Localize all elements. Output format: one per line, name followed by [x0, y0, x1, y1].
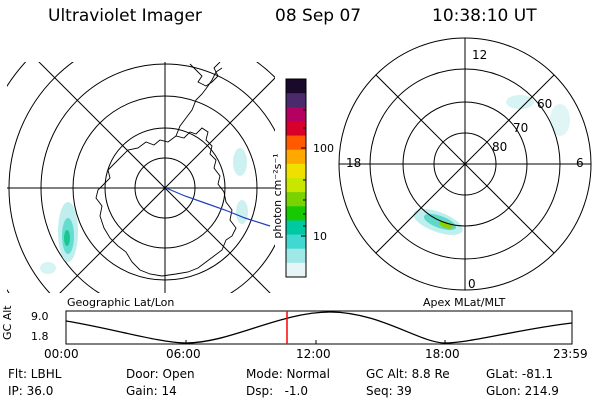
colorbar-segment [286, 220, 306, 236]
peninsula-coast [175, 67, 223, 137]
mlt-label-6: 6 [576, 156, 584, 170]
status-mode: Mode: Normal [246, 367, 330, 381]
timeline-xtick-0000: 00:00 [44, 347, 79, 361]
timeline-ytick-1-8: 1.8 [31, 330, 49, 343]
colorbar-segment [286, 262, 306, 278]
aurora-left [40, 148, 248, 274]
mlt-label-12: 12 [472, 48, 488, 62]
timeline-xtick-1200: 12:00 [296, 347, 331, 361]
colorbar-tick-100: 100 [313, 142, 334, 155]
colorbar-tick-10: 10 [313, 230, 327, 243]
date-label: 08 Sep 07 [275, 6, 362, 26]
status-ip: IP: 36.0 [8, 384, 54, 398]
apex-polar-plot [338, 37, 592, 291]
timeline-xtick-0600: 06:00 [166, 347, 201, 361]
colorbar-segment [286, 234, 306, 250]
meridian-lines [7, 62, 275, 293]
status-filter: Flt: LBHL [8, 367, 62, 381]
coastline [95, 127, 237, 277]
timeline-axis-label: GC Alt [1, 305, 14, 340]
mlat-label-60: 60 [537, 97, 553, 111]
status-seq: Seq: 39 [366, 384, 412, 398]
mlat-label-80: 80 [492, 140, 508, 154]
colorbar-segment [286, 121, 306, 137]
left-panel-caption: Geographic Lat/Lon [67, 296, 175, 309]
colorbar-segment [286, 206, 306, 222]
right-panel-caption: Apex MLat/MLT [423, 296, 506, 309]
status-dsp: Dsp: -1.0 [246, 384, 309, 398]
status-glon: GLon: 214.9 [486, 384, 559, 398]
colorbar-unit-label: photon cm⁻²s⁻¹ [271, 153, 284, 239]
terminator-line [165, 187, 271, 227]
colorbar-segment [286, 248, 306, 264]
mlat-label-70: 70 [513, 121, 529, 135]
mlt-label-18: 18 [346, 156, 362, 170]
colorbar-segment [286, 192, 306, 207]
timeline-xtick-2359: 23:59 [553, 347, 588, 361]
colorbar-segment [286, 135, 306, 151]
time-label: 10:38:10 UT [432, 6, 537, 26]
mlt-label-0: 0 [468, 277, 476, 291]
south-america-coast [189, 62, 221, 87]
colorbar-segment [286, 107, 306, 123]
instrument-title: Ultraviolet Imager [48, 6, 202, 26]
colorbar [285, 78, 307, 278]
colorbar-segment [286, 79, 306, 94]
altitude-curve [65, 311, 573, 344]
geographic-map [7, 62, 275, 293]
colorbar-segment [286, 163, 306, 179]
status-gc-alt: GC Alt: 8.8 Re [366, 367, 450, 381]
status-glat: GLat: -81.1 [486, 367, 553, 381]
status-door: Door: Open [126, 367, 195, 381]
colorbar-segment [286, 178, 306, 193]
altitude-timeline [65, 310, 573, 345]
status-gain: Gain: 14 [126, 384, 177, 398]
timeline-ytick-9: 9.0 [31, 310, 49, 323]
colorbar-segment [286, 149, 306, 165]
colorbar-segment [286, 93, 306, 108]
timeline-xtick-1800: 18:00 [425, 347, 460, 361]
